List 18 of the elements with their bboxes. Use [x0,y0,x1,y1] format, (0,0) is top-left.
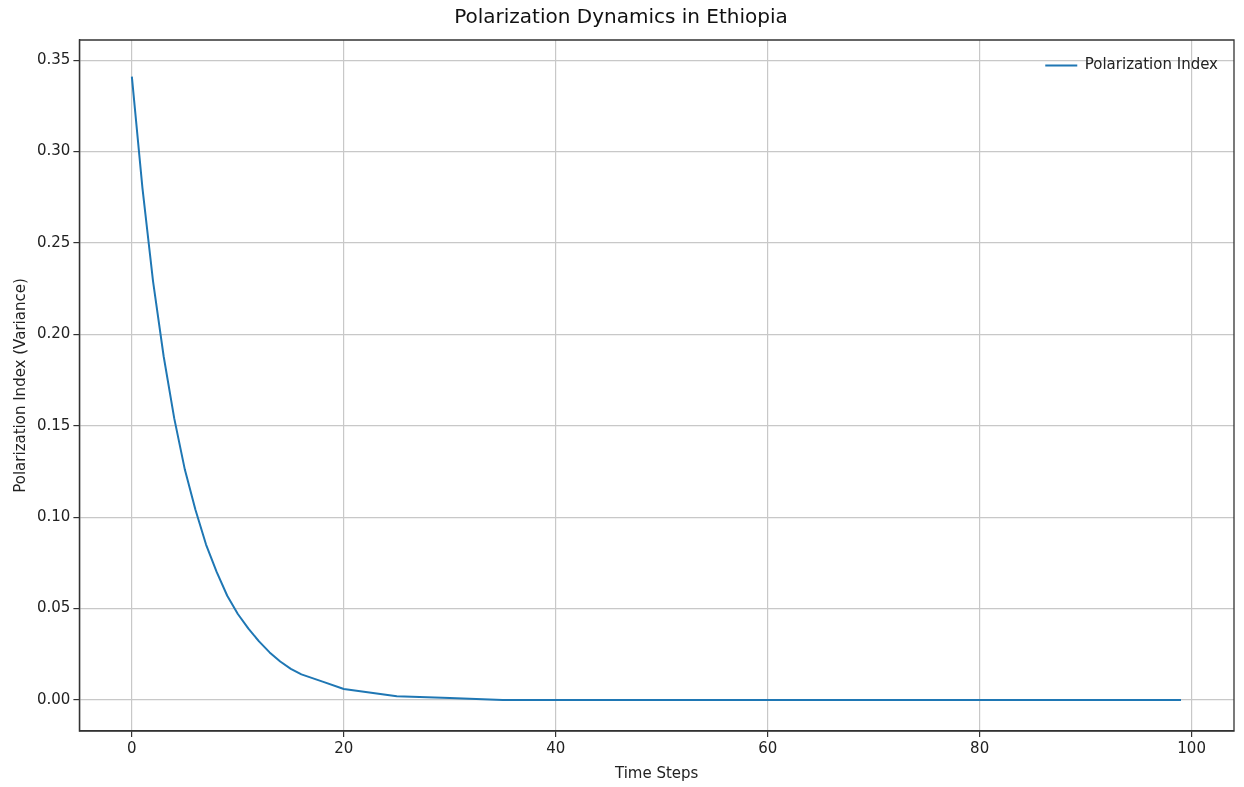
y-tick-label: 0.00 [36,689,71,708]
y-tick-label: 0.10 [36,507,71,526]
y-tick-label: 0.05 [36,598,71,617]
chart-title: Polarization Dynamics in Ethiopia [454,4,788,29]
y-tick-label: 0.15 [36,415,71,434]
x-tick-label: 40 [546,738,566,757]
y-axis-title: Polarization Index (Variance) [10,278,29,493]
y-tick-label: 0.30 [36,141,71,160]
x-tick-label: 60 [758,738,778,757]
x-tick-label: 80 [970,738,990,757]
x-tick-label: 20 [334,738,354,757]
y-tick-label: 0.25 [36,232,71,251]
x-axis-title: Time Steps [613,763,699,782]
legend-label: Polarization Index [1084,55,1219,74]
y-tick-label: 0.20 [36,324,71,343]
x-tick-label: 0 [127,738,137,757]
x-tick-label: 100 [1177,738,1206,757]
y-tick-label: 0.35 [36,50,71,68]
